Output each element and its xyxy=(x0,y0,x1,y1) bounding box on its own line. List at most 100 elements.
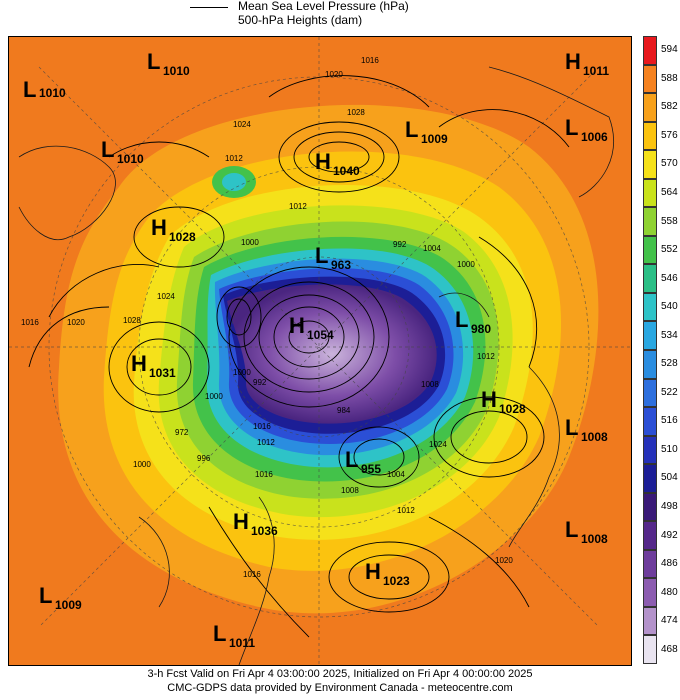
scale-label-534: 534 xyxy=(661,329,678,341)
svg-text:L: L xyxy=(23,77,36,102)
svg-text:H: H xyxy=(315,149,331,174)
svg-text:L: L xyxy=(147,49,160,74)
svg-text:1004: 1004 xyxy=(423,244,441,253)
svg-text:H: H xyxy=(233,509,249,534)
scale-label-468: 468 xyxy=(661,643,678,655)
svg-text:1016: 1016 xyxy=(253,422,271,431)
scale-label-510: 510 xyxy=(661,443,678,455)
legend-isobar-label: Mean Sea Level Pressure (hPa) xyxy=(238,0,409,13)
svg-text:1006: 1006 xyxy=(581,130,608,144)
system-h-1031: H 1031 xyxy=(131,351,176,380)
cutoff-low-core xyxy=(222,173,246,191)
scale-swatch-546 xyxy=(643,264,657,293)
svg-text:H: H xyxy=(481,387,497,412)
scale-swatch-534 xyxy=(643,321,657,350)
scale-swatch-594 xyxy=(643,36,657,65)
svg-text:992: 992 xyxy=(253,378,267,387)
svg-text:1009: 1009 xyxy=(421,132,448,146)
system-h-1011: H 1011 xyxy=(565,49,609,78)
svg-text:L: L xyxy=(565,517,578,542)
svg-text:1016: 1016 xyxy=(255,470,273,479)
scale-swatch-588 xyxy=(643,64,657,94)
svg-text:1016: 1016 xyxy=(243,570,261,579)
scale-swatch-540 xyxy=(643,292,657,322)
scale-swatch-528 xyxy=(643,350,657,379)
svg-text:1000: 1000 xyxy=(233,368,251,377)
svg-text:955: 955 xyxy=(361,462,381,476)
system-value: 1010 xyxy=(39,86,66,100)
height-band-492 xyxy=(227,284,437,424)
scale-swatch-564 xyxy=(643,178,657,208)
scale-label-540: 540 xyxy=(661,301,678,313)
svg-text:1020: 1020 xyxy=(67,318,85,327)
svg-text:1028: 1028 xyxy=(123,316,141,325)
pressure-systems: L 1010 L 1010 L 1010 H 1011 H 1040 L 1009 L 100… xyxy=(23,49,609,650)
svg-text:L: L xyxy=(315,243,328,268)
svg-text:1011: 1011 xyxy=(229,636,255,650)
svg-text:1010: 1010 xyxy=(117,152,144,166)
scale-label-594: 594 xyxy=(661,44,678,56)
svg-text:1024: 1024 xyxy=(233,120,251,129)
svg-text:980: 980 xyxy=(471,322,491,336)
forecast-valid-text: 3-h Fcst Valid on Fri Apr 4 03:00:00 202… xyxy=(147,668,533,680)
svg-text:1009: 1009 xyxy=(55,598,82,612)
scale-swatch-522 xyxy=(643,378,657,408)
scale-label-546: 546 xyxy=(661,272,678,284)
height-color-scale: 594 588 582 576 570 564 558 552 546 540 534 528 522 5… xyxy=(643,36,679,664)
svg-text:1008: 1008 xyxy=(581,532,608,546)
svg-text:L: L xyxy=(213,621,226,646)
svg-text:H: H xyxy=(565,49,581,74)
svg-text:1004: 1004 xyxy=(387,470,405,479)
scale-swatch-498 xyxy=(643,492,657,522)
scale-label-480: 480 xyxy=(661,586,678,598)
svg-text:984: 984 xyxy=(337,406,351,415)
svg-text:1000: 1000 xyxy=(241,238,259,247)
svg-text:1016: 1016 xyxy=(21,318,39,327)
map-canvas: L 1010 L 1010 L 1010 H 1011 H 1040 L 1009 L 100… xyxy=(9,37,631,665)
scale-label-558: 558 xyxy=(661,215,678,227)
system-l-1010-c: L 1010 xyxy=(101,137,144,166)
system-h-1040: H 1040 xyxy=(315,149,360,178)
scale-label-564: 564 xyxy=(661,187,678,198)
scale-swatch-480 xyxy=(643,578,657,607)
scale-label-582: 582 xyxy=(661,101,678,113)
system-l-1006: L 1006 xyxy=(565,115,608,144)
system-h-1036: H 1036 xyxy=(233,509,278,538)
svg-text:1010: 1010 xyxy=(163,64,190,78)
svg-text:1008: 1008 xyxy=(341,486,359,495)
svg-text:H: H xyxy=(151,215,167,240)
svg-text:1036: 1036 xyxy=(251,524,278,538)
scale-label-492: 492 xyxy=(661,529,678,541)
system-h-1054: H 1054 xyxy=(289,313,334,342)
svg-text:1023: 1023 xyxy=(383,574,410,588)
scale-label-570: 570 xyxy=(661,158,678,170)
scale-swatch-552 xyxy=(643,235,657,265)
scale-label-486: 486 xyxy=(661,558,678,570)
svg-text:L: L xyxy=(565,415,578,440)
system-l-955: L 955 xyxy=(345,447,381,476)
svg-text:H: H xyxy=(131,351,147,376)
svg-text:1008: 1008 xyxy=(421,380,439,389)
svg-text:1011: 1011 xyxy=(583,64,609,78)
svg-text:L: L xyxy=(565,115,578,140)
system-l-1008-b: L 1008 xyxy=(565,517,608,546)
svg-text:1024: 1024 xyxy=(157,292,175,301)
legend-heights-label: 500-hPa Heights (dam) xyxy=(238,13,363,27)
system-l-1011: L 1011 xyxy=(213,621,255,650)
system-h-1028-a: H 1028 xyxy=(151,215,196,244)
svg-text:L: L xyxy=(405,117,418,142)
scale-swatch-492 xyxy=(643,521,657,550)
svg-text:H: H xyxy=(365,559,381,584)
scale-label-588: 588 xyxy=(661,72,678,84)
system-h-1028-b: H 1028 xyxy=(481,387,526,416)
svg-text:1054: 1054 xyxy=(307,328,334,342)
svg-text:L: L xyxy=(455,307,468,332)
svg-text:1028: 1028 xyxy=(347,108,365,117)
svg-text:1020: 1020 xyxy=(325,70,343,79)
scale-swatch-576 xyxy=(643,121,657,151)
system-l-963: L 963 xyxy=(315,243,351,272)
system-l-1009-b: L 1009 xyxy=(39,583,82,612)
svg-text:1028: 1028 xyxy=(499,402,526,416)
svg-text:1000: 1000 xyxy=(133,460,151,469)
system-l-1009-a: L 1009 xyxy=(405,117,448,146)
